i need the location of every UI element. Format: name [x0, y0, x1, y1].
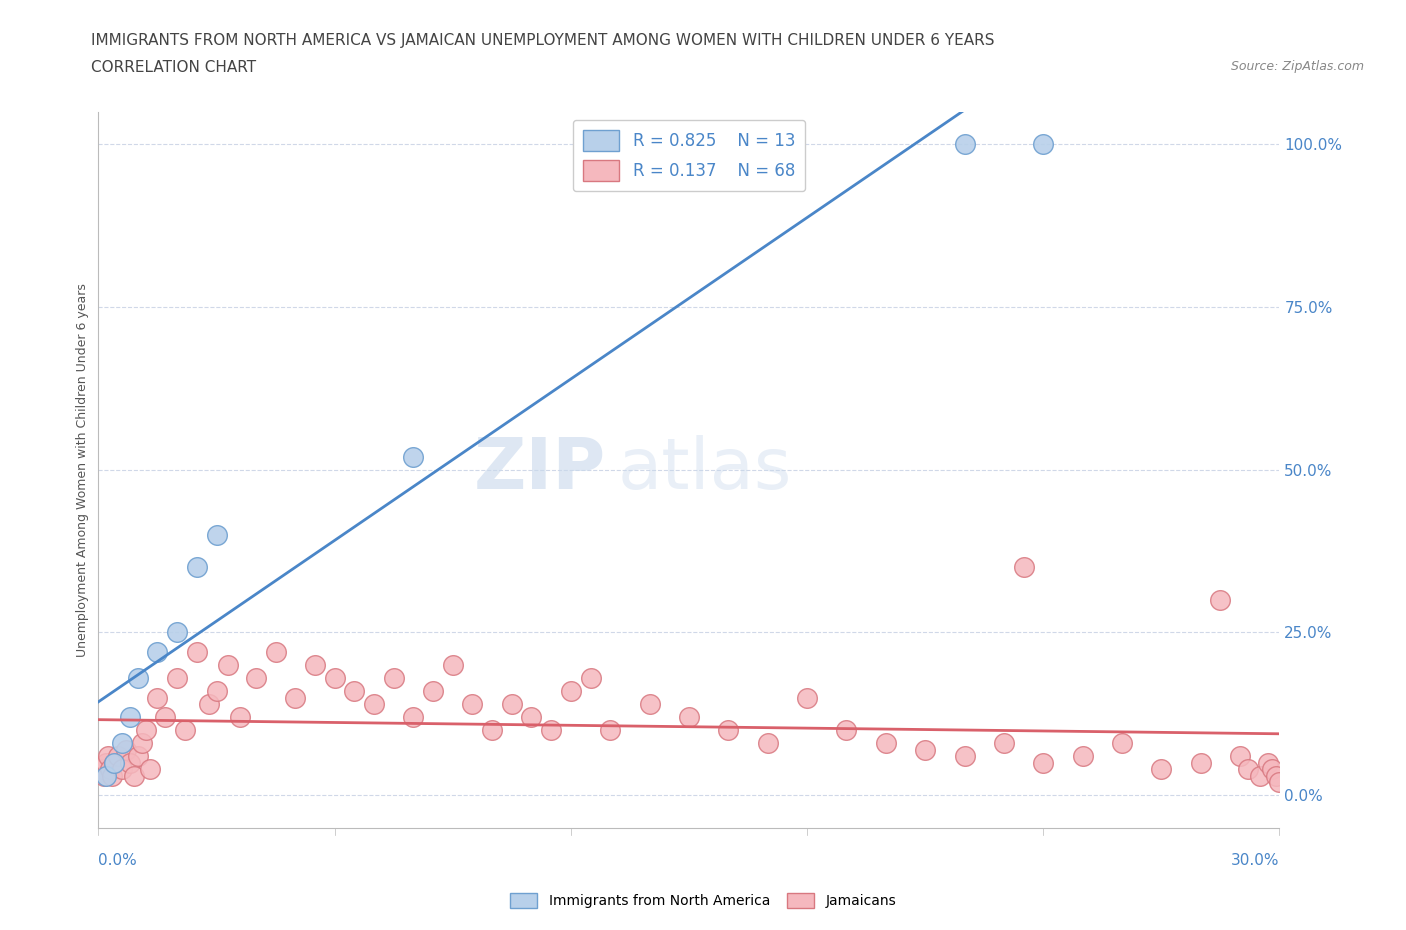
Point: [1257, 755, 1279, 770]
Point: [993, 736, 1015, 751]
Point: [96, 755, 118, 770]
Point: [98, 762, 121, 777]
Text: atlas: atlas: [619, 435, 793, 504]
Point: [264, 644, 287, 659]
Point: [756, 736, 779, 751]
Point: [1150, 762, 1173, 777]
Point: [97, 749, 120, 764]
Point: [118, 755, 141, 770]
Point: [101, 768, 124, 783]
Point: [638, 156, 661, 171]
Point: [835, 723, 858, 737]
Point: [481, 723, 503, 737]
Text: CORRELATION CHART: CORRELATION CHART: [91, 60, 256, 75]
Y-axis label: Unemployment Among Women with Children Under 6 years: Unemployment Among Women with Children U…: [76, 283, 89, 657]
Point: [579, 671, 602, 685]
Point: [127, 671, 149, 685]
Point: [1111, 736, 1133, 751]
Point: [1229, 749, 1251, 764]
Point: [363, 697, 385, 711]
Text: 0.0%: 0.0%: [98, 853, 138, 868]
Text: IMMIGRANTS FROM NORTH AMERICA VS JAMAICAN UNEMPLOYMENT AMONG WOMEN WITH CHILDREN: IMMIGRANTS FROM NORTH AMERICA VS JAMAICA…: [91, 33, 995, 47]
Point: [599, 723, 621, 737]
Point: [186, 560, 208, 575]
Point: [93, 768, 115, 783]
Point: [1209, 592, 1232, 607]
Point: [914, 742, 936, 757]
Point: [441, 658, 464, 672]
Legend: R = 0.825    N = 13, R = 0.137    N = 68: R = 0.825 N = 13, R = 0.137 N = 68: [572, 120, 806, 191]
Point: [1189, 755, 1212, 770]
Point: [111, 736, 134, 751]
Point: [1032, 755, 1054, 770]
Point: [461, 697, 484, 711]
Point: [953, 749, 976, 764]
Point: [127, 749, 149, 764]
Point: [205, 527, 228, 542]
Point: [1012, 560, 1035, 575]
Point: [96, 768, 118, 783]
Point: [166, 671, 188, 685]
Point: [560, 684, 582, 698]
Point: [520, 710, 543, 724]
Point: [422, 684, 444, 698]
Point: [343, 684, 366, 698]
Point: [186, 644, 208, 659]
Point: [174, 723, 197, 737]
Point: [107, 749, 129, 764]
Text: 30.0%: 30.0%: [1232, 853, 1279, 868]
Point: [284, 690, 307, 705]
Point: [1260, 762, 1282, 777]
Point: [304, 658, 326, 672]
Point: [501, 697, 523, 711]
Point: [1249, 768, 1271, 783]
Legend: Immigrants from North America, Jamaicans: Immigrants from North America, Jamaicans: [505, 888, 901, 914]
Point: [197, 697, 219, 711]
Point: [135, 723, 157, 737]
Point: [796, 690, 818, 705]
Point: [1264, 768, 1286, 783]
Point: [131, 736, 153, 751]
Point: [217, 658, 239, 672]
Point: [91, 762, 114, 777]
Text: ZIP: ZIP: [474, 435, 606, 504]
Point: [166, 625, 188, 640]
Point: [402, 710, 425, 724]
Point: [402, 449, 425, 464]
Point: [540, 723, 562, 737]
Point: [1071, 749, 1094, 764]
Point: [245, 671, 267, 685]
Point: [953, 137, 976, 152]
Text: Source: ZipAtlas.com: Source: ZipAtlas.com: [1230, 60, 1364, 73]
Point: [111, 762, 134, 777]
Point: [638, 697, 661, 711]
Point: [122, 768, 145, 783]
Point: [1237, 762, 1260, 777]
Point: [118, 710, 141, 724]
Point: [382, 671, 405, 685]
Point: [1268, 775, 1291, 790]
Point: [115, 742, 138, 757]
Point: [875, 736, 897, 751]
Point: [717, 723, 740, 737]
Point: [103, 755, 125, 770]
Point: [229, 710, 252, 724]
Point: [323, 671, 346, 685]
Point: [146, 644, 169, 659]
Point: [146, 690, 169, 705]
Point: [1032, 137, 1054, 152]
Point: [138, 762, 160, 777]
Point: [205, 684, 228, 698]
Point: [103, 755, 125, 770]
Point: [155, 710, 177, 724]
Point: [678, 710, 700, 724]
